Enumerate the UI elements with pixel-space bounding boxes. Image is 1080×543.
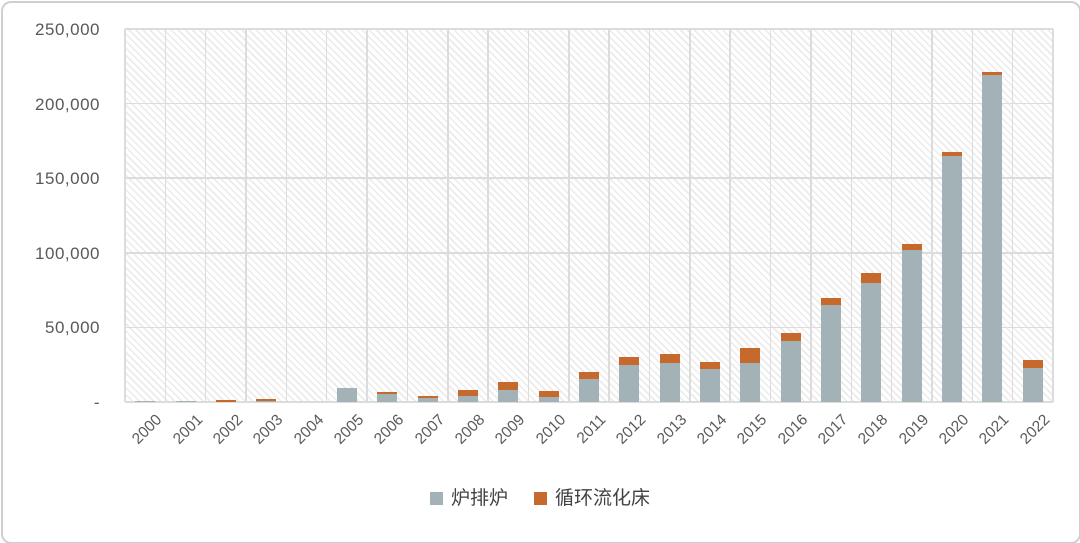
horizontal-gridline (125, 326, 1053, 329)
plot-area (124, 28, 1054, 403)
bar-segment-circulating-fluidized-bed (700, 362, 721, 370)
vertical-gridline (124, 29, 126, 402)
legend-swatch-circulating-fluidized-bed (534, 492, 547, 505)
horizontal-gridline (125, 102, 1053, 105)
horizontal-gridline (125, 28, 1053, 30)
bar-segment-circulating-fluidized-bed (538, 391, 559, 397)
bar-segment-circulating-fluidized-bed (861, 272, 882, 283)
vertical-gridline (366, 29, 368, 402)
vertical-gridline (568, 29, 570, 402)
y-axis-tick-label: 200,000 (35, 94, 100, 114)
bar-segment-circulating-fluidized-bed (659, 354, 680, 363)
vertical-gridline (406, 29, 409, 402)
bar-segment-grate-furnace (538, 396, 559, 402)
bar-segment-circulating-fluidized-bed (982, 71, 1003, 76)
legend: 炉排炉 循环流化床 (0, 489, 1080, 508)
bar-segment-grate-furnace (377, 394, 398, 402)
bar-segment-circulating-fluidized-bed (579, 372, 599, 380)
bar-segment-grate-furnace (336, 387, 357, 402)
vertical-gridline (245, 29, 247, 402)
bar-segment-grate-furnace (256, 400, 277, 402)
bar-segment-grate-furnace (659, 362, 680, 402)
vertical-gridline (527, 29, 530, 402)
legend-swatch-grate-furnace (429, 492, 443, 505)
vertical-gridline (487, 29, 489, 402)
vertical-gridline (729, 29, 731, 402)
bar-segment-grate-furnace (135, 401, 156, 402)
bar-segment-grate-furnace (417, 397, 438, 402)
y-axis-tick-label: - (93, 393, 100, 412)
bar-segment-grate-furnace (861, 282, 882, 402)
bar-segment-grate-furnace (498, 390, 519, 402)
legend-label: 循环流化床 (555, 487, 651, 509)
legend-label: 炉排炉 (450, 487, 508, 509)
bar-segment-circulating-fluidized-bed (901, 243, 922, 250)
vertical-gridline (810, 29, 812, 402)
bar-segment-grate-furnace (942, 156, 963, 402)
vertical-gridline (164, 29, 167, 402)
bar-segment-grate-furnace (821, 305, 842, 402)
vertical-gridline (971, 29, 974, 402)
bar-segment-grate-furnace (780, 340, 801, 402)
horizontal-gridline (125, 252, 1053, 254)
bar-segment-grate-furnace (901, 249, 922, 402)
vertical-gridline (850, 29, 852, 402)
vertical-gridline (1011, 29, 1014, 402)
vertical-gridline (769, 29, 772, 402)
horizontal-gridline (125, 177, 1053, 179)
vertical-gridline (325, 29, 328, 402)
bar-segment-circulating-fluidized-bed (256, 399, 277, 401)
bar-segment-circulating-fluidized-bed (377, 392, 398, 395)
legend-item-grate-furnace: 炉排炉 (429, 487, 508, 509)
y-axis-tick-label: 100,000 (35, 243, 100, 263)
vertical-gridline (204, 29, 207, 402)
vertical-gridline (1052, 29, 1054, 402)
vertical-gridline (931, 29, 933, 402)
bar-segment-grate-furnace (579, 379, 599, 402)
bar-segment-grate-furnace (982, 75, 1003, 402)
horizontal-gridline (125, 401, 1053, 403)
bar-segment-circulating-fluidized-bed (498, 382, 519, 391)
bar-segment-circulating-fluidized-bed (942, 151, 963, 157)
y-axis-tick-label: 150,000 (35, 169, 100, 189)
legend-item-circulating-fluidized-bed: 循环流化床 (534, 489, 650, 508)
vertical-gridline (689, 29, 691, 402)
bar-segment-circulating-fluidized-bed (1022, 359, 1043, 368)
y-axis-tick-label: 50,000 (45, 318, 100, 338)
bar-segment-grate-furnace (700, 369, 721, 402)
bar-segment-grate-furnace (457, 396, 478, 402)
bar-segment-circulating-fluidized-bed (780, 332, 801, 341)
bar-segment-circulating-fluidized-bed (457, 389, 478, 397)
vertical-gridline (608, 29, 610, 402)
bar-segment-grate-furnace (740, 363, 761, 402)
vertical-gridline (285, 29, 288, 402)
bar-segment-circulating-fluidized-bed (740, 348, 761, 364)
bar-segment-circulating-fluidized-bed (215, 399, 236, 402)
y-axis-tick-label: 250,000 (35, 20, 100, 39)
bar-segment-circulating-fluidized-bed (821, 298, 842, 306)
bar-segment-grate-furnace (619, 365, 640, 402)
bar-segment-circulating-fluidized-bed (417, 395, 438, 398)
vertical-gridline (890, 29, 893, 402)
bar-segment-circulating-fluidized-bed (619, 357, 640, 365)
bar-segment-grate-furnace (175, 400, 196, 402)
bar-segment-grate-furnace (1022, 367, 1043, 402)
vertical-gridline (447, 29, 449, 402)
vertical-gridline (648, 29, 651, 402)
